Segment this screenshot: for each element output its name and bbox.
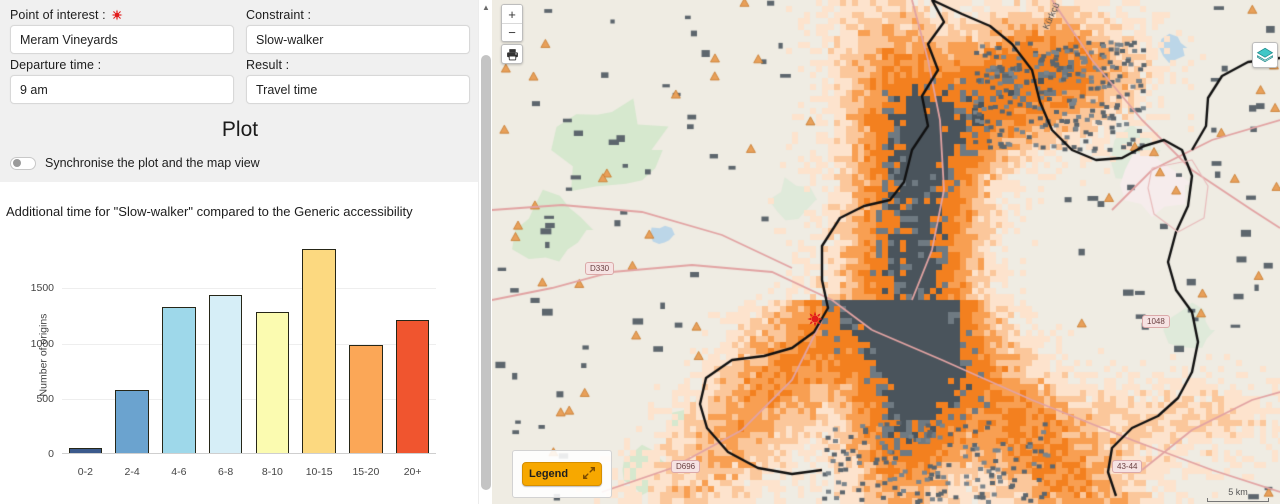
bar-6-8[interactable] [208, 295, 243, 454]
map-view[interactable]: + − Legend [492, 0, 1280, 504]
bar-20+[interactable] [395, 319, 430, 454]
bar-10-15[interactable] [302, 249, 336, 454]
bar-slot [343, 233, 390, 454]
y-tick-label: 0 [48, 448, 54, 460]
x-tick-label: 15-20 [352, 466, 380, 478]
bar-series [62, 233, 436, 454]
scale-bar: 5 km [1202, 487, 1274, 502]
x-tick-label: 6-8 [218, 466, 234, 478]
layers-icon[interactable] [1252, 42, 1278, 68]
scale-bar-line [1207, 498, 1269, 502]
parameters-form: Point of interest : [0, 0, 480, 182]
field-departure-time: Departure time : 9 am [10, 54, 234, 104]
y-tick-label: 1000 [30, 337, 54, 350]
bar-15-20[interactable] [349, 344, 383, 454]
chart-title: Additional time for "Slow-walker" compar… [6, 204, 413, 219]
x-axis-line [62, 453, 436, 454]
bar-4-6[interactable] [162, 307, 196, 454]
chart-container: Additional time for "Slow-walker" compar… [0, 182, 480, 482]
road-shield: D696 [671, 460, 701, 473]
panel-scrollbar[interactable]: ▲ [478, 0, 492, 504]
zoom-out-button[interactable]: − [502, 23, 522, 41]
departure-time-value: 9 am [20, 82, 48, 97]
x-tick-label: 10-15 [305, 466, 333, 478]
bar-slot [156, 233, 203, 454]
result-value: Travel time [256, 82, 318, 97]
result-label-text: Result : [246, 58, 290, 72]
synchronise-toggle[interactable] [10, 156, 36, 170]
x-tick-label: 2-4 [124, 466, 140, 478]
legend-button-label: Legend [529, 468, 569, 480]
scrollbar-thumb[interactable] [481, 55, 491, 490]
legend-button[interactable]: Legend [522, 462, 602, 486]
field-result: Result : Travel time [246, 54, 470, 104]
zoom-in-button[interactable]: + [502, 5, 522, 23]
gridline [62, 288, 436, 290]
synchronise-toggle-row[interactable]: Synchronise the plot and the map view [10, 150, 470, 170]
departure-time-label-text: Departure time : [10, 58, 102, 72]
departure-time-label: Departure time : [10, 54, 234, 75]
y-axis-title: Number of origins [37, 313, 50, 396]
result-input[interactable]: Travel time [246, 75, 470, 104]
constraint-input[interactable]: Slow-walker [246, 25, 470, 54]
bar-2-4[interactable] [115, 390, 149, 454]
red-star-marker[interactable] [807, 311, 823, 327]
map-raster[interactable] [492, 0, 1280, 504]
scroll-up-arrow-icon[interactable]: ▲ [482, 2, 490, 12]
y-tick-label: 1500 [30, 282, 54, 295]
y-tick-label: 500 [36, 392, 54, 405]
point-of-interest-value: Meram Vineyards [20, 32, 118, 47]
point-of-interest-label-text: Point of interest : [10, 8, 106, 22]
road-shield: 1048 [1142, 315, 1170, 328]
gridline [62, 343, 436, 345]
x-tick-label: 4-6 [171, 466, 187, 478]
bar-slot [109, 233, 156, 454]
bar-slot [389, 233, 436, 454]
expand-arrows-icon [582, 466, 596, 482]
gridline [62, 398, 436, 400]
point-of-interest-label: Point of interest : [10, 4, 234, 25]
departure-time-input[interactable]: 9 am [10, 75, 234, 104]
print-icon[interactable] [501, 44, 523, 64]
scale-bar-label: 5 km [1228, 487, 1248, 497]
constraint-label-text: Constraint : [246, 8, 312, 22]
field-point-of-interest: Point of interest : [10, 4, 234, 54]
left-control-panel: Point of interest : [0, 0, 492, 504]
red-star-icon [111, 9, 123, 21]
bar-chart[interactable]: Number of origins 0 500 1000 1500 0-2 2-4 4-6… [0, 227, 478, 482]
bar-8-10[interactable] [255, 312, 290, 454]
constraint-label: Constraint : [246, 4, 470, 25]
x-tick-label: 8-10 [261, 466, 283, 478]
synchronise-label: Synchronise the plot and the map view [45, 156, 260, 170]
plot-heading: Plot [221, 118, 259, 141]
bar-slot [62, 233, 109, 454]
toggle-knob [13, 159, 21, 167]
bar-slot [296, 233, 343, 454]
map-zoom-controls[interactable]: + − [501, 4, 523, 42]
bar-slot [249, 233, 296, 454]
road-shield: D330 [585, 262, 615, 275]
x-tick-label: 20+ [403, 466, 422, 478]
form-row-1: Point of interest : [10, 4, 470, 54]
legend-panel: Legend [512, 450, 612, 498]
plot-area [62, 233, 436, 454]
result-label: Result : [246, 54, 470, 75]
x-axis-labels: 0-2 2-4 4-6 6-8 8-10 10-15 15-20 20+ [62, 466, 436, 478]
form-row-2: Departure time : 9 am Result : Travel ti… [10, 54, 470, 104]
bar-slot [202, 233, 249, 454]
constraint-value: Slow-walker [256, 32, 324, 47]
field-constraint: Constraint : Slow-walker [246, 4, 470, 54]
road-shield: 43-44 [1112, 460, 1143, 473]
point-of-interest-input[interactable]: Meram Vineyards [10, 25, 234, 54]
x-tick-label: 0-2 [77, 466, 93, 478]
